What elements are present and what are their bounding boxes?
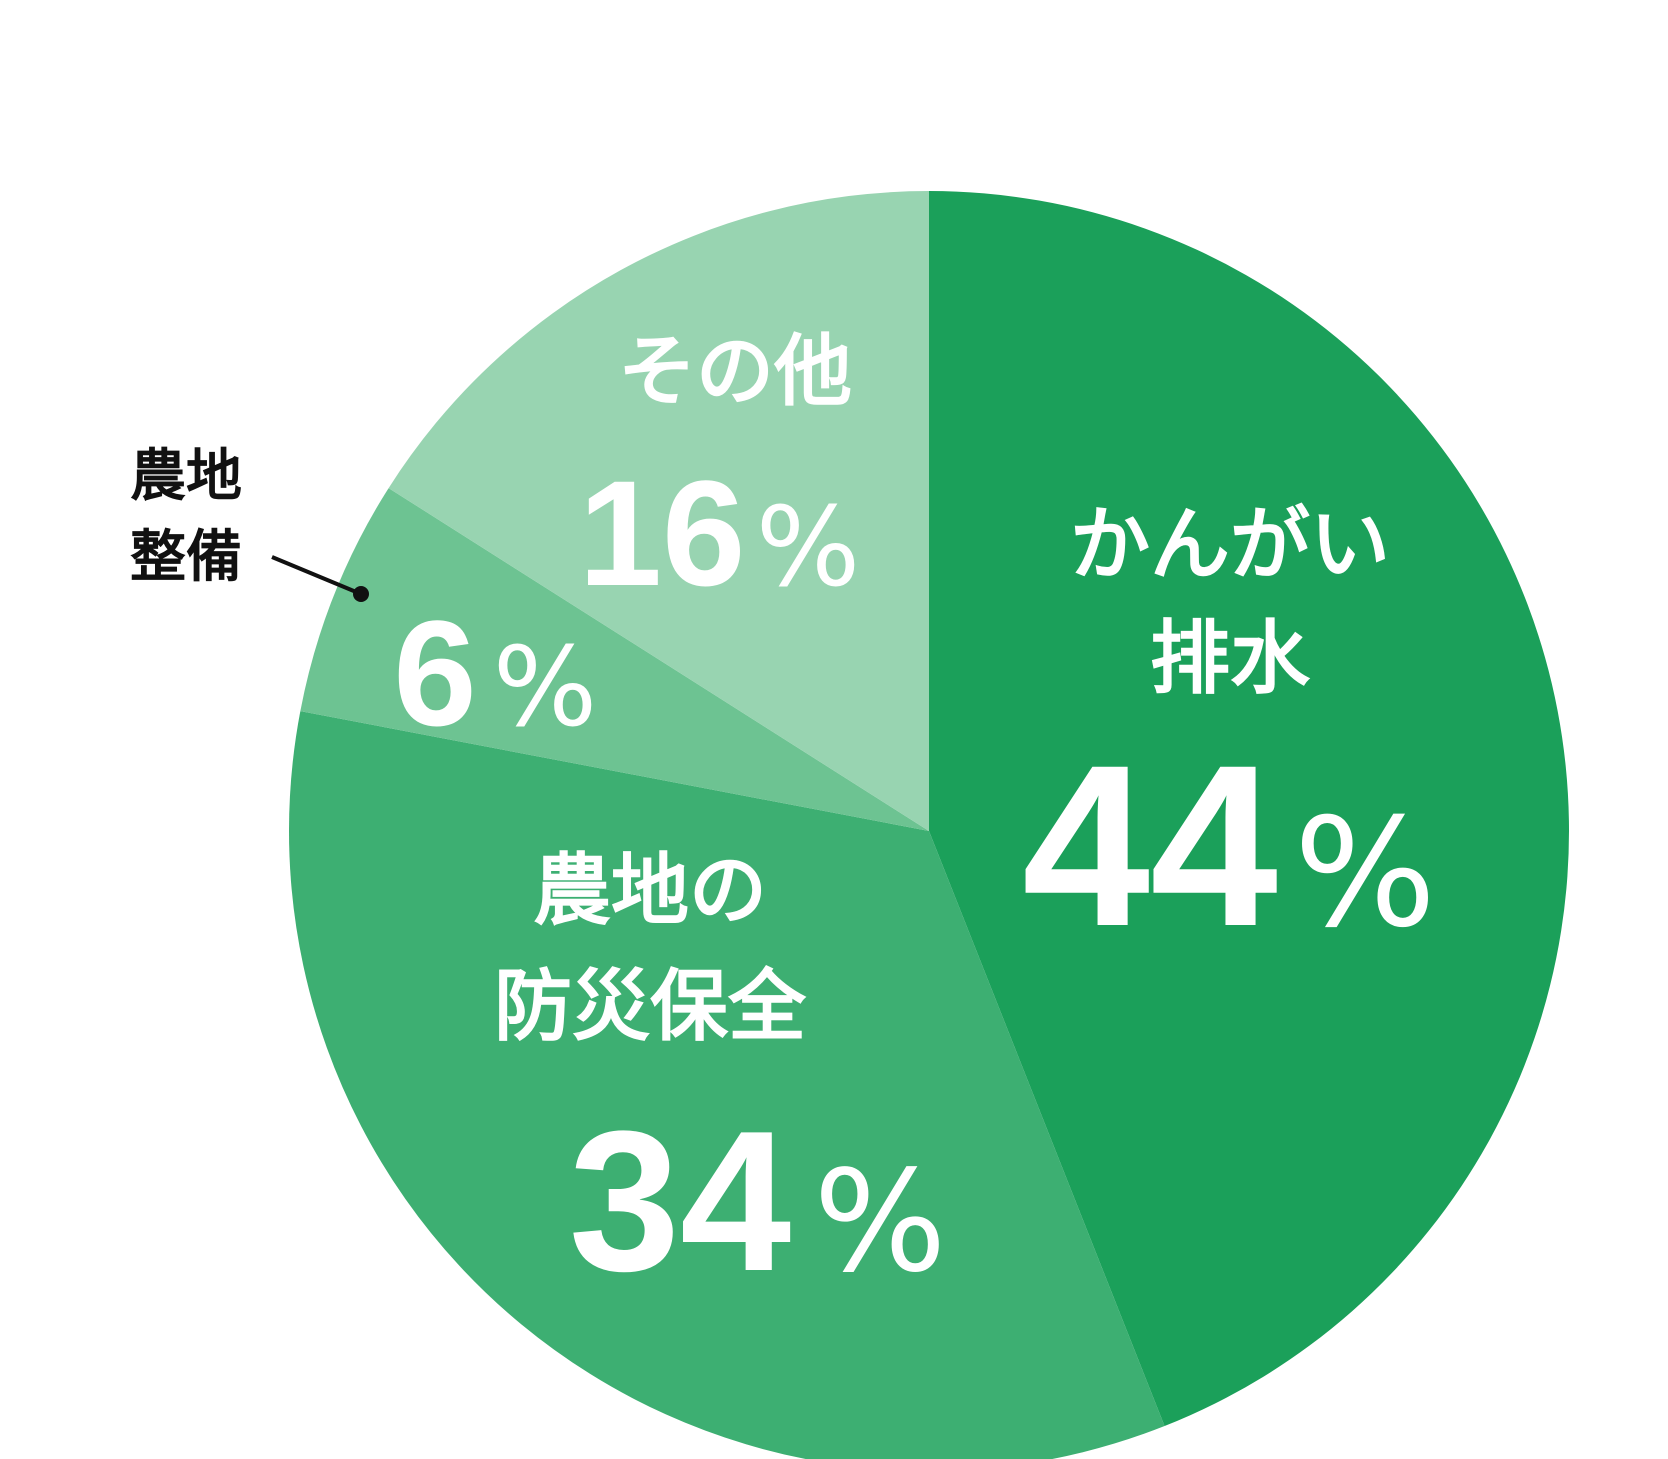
slice-label-farmland-maintenance: 農地 整備 6 %: [130, 444, 597, 757]
slice-label-farmland-line2: 整備: [130, 525, 242, 590]
slice-value-disaster: 34: [569, 1090, 791, 1313]
slice-value-irrigation: 44: [1022, 717, 1278, 974]
pie-slices: [289, 190, 1570, 1459]
slice-disaster-prevention: [289, 711, 1165, 1459]
slice-unit-farmland: %: [493, 623, 598, 751]
slice-label-other-line1: その他: [618, 327, 852, 417]
slice-label-irrigation: かんがい 排水 44 %: [1022, 498, 1436, 974]
slice-unit-other: %: [756, 483, 861, 611]
slice-label-other: その他 16 %: [579, 327, 861, 617]
slice-unit-irrigation: %: [1294, 787, 1437, 961]
leader-dot: [353, 586, 369, 602]
slice-label-irrigation-line2: 排水: [1150, 612, 1311, 705]
slice-irrigation: [929, 190, 1570, 1427]
slice-label-disaster-line1: 農地の: [533, 846, 767, 936]
slice-value-other: 16: [579, 449, 746, 617]
slice-value-farmland: 6: [393, 589, 476, 757]
slice-farmland-maintenance: [300, 488, 929, 831]
slice-unit-disaster: %: [813, 1141, 946, 1304]
slice-label-irrigation-line1: かんがい: [1070, 498, 1390, 591]
leader-line: [271, 555, 362, 596]
slice-other: [388, 191, 929, 831]
slice-label-farmland-line1: 農地: [130, 444, 242, 509]
slice-label-disaster-prevention: 農地の 防災保全 34 %: [494, 846, 947, 1313]
slice-label-disaster-line2: 防災保全: [494, 962, 807, 1052]
